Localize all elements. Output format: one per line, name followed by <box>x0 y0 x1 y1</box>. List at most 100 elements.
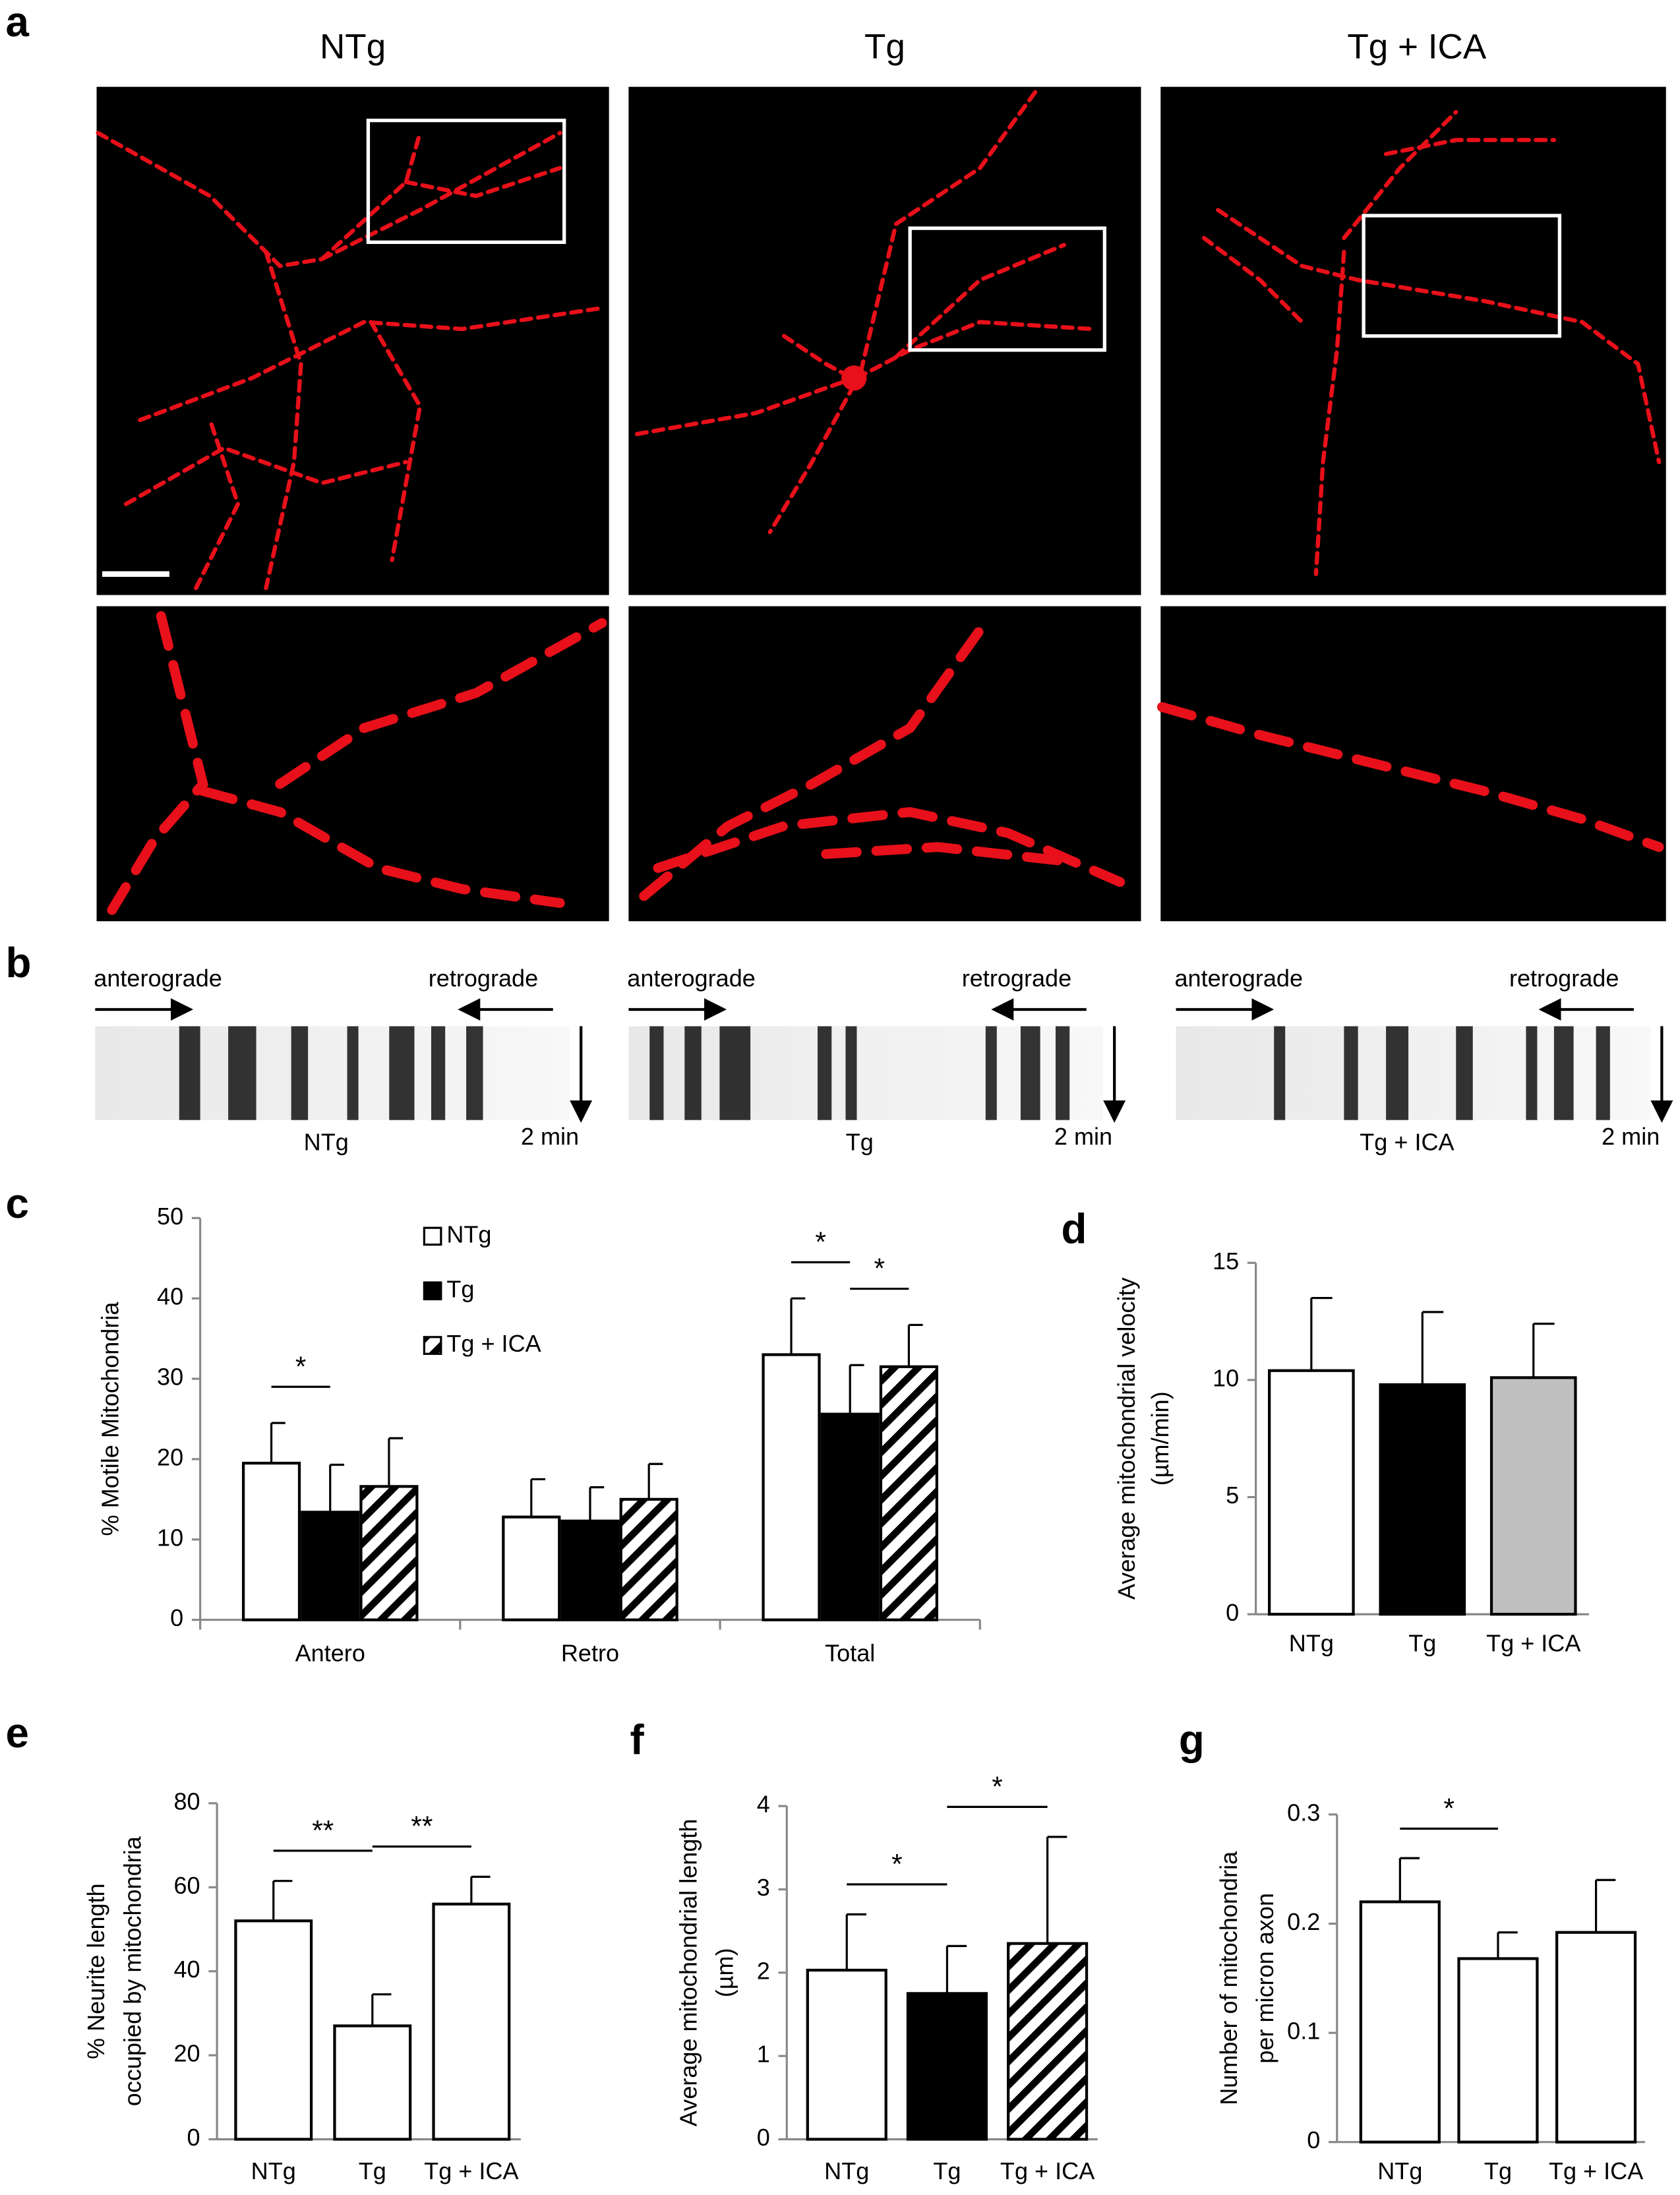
time-label: 2 min <box>1054 1123 1112 1150</box>
kymograph-track <box>1526 1026 1538 1120</box>
y-axis-label: Average mitochondrial velocity <box>1113 1277 1140 1600</box>
y-tick-label: 2 <box>757 1957 770 1984</box>
x-tick-label: Tg <box>1484 2157 1512 2184</box>
y-axis-label: (µm) <box>711 1948 738 1997</box>
bar <box>502 1515 561 1621</box>
kymograph-track <box>1596 1026 1610 1120</box>
significance-label: * <box>891 1848 903 1879</box>
time-label: 2 min <box>521 1123 579 1150</box>
y-tick-label: 80 <box>173 1788 200 1815</box>
kymograph-track <box>466 1026 483 1120</box>
y-tick-label: 20 <box>157 1443 183 1470</box>
x-tick-label: Tg + ICA <box>1486 1629 1580 1656</box>
significance-label: * <box>992 1771 1003 1802</box>
kymograph-track <box>1553 1026 1574 1120</box>
direction-label: retrograde <box>962 965 1071 992</box>
y-tick-label: 4 <box>757 1791 770 1818</box>
x-tick-label: NTg <box>824 2157 869 2184</box>
panel-letter: e <box>5 1710 28 1757</box>
kymograph-caption: Tg + ICA <box>1360 1128 1454 1155</box>
y-tick-label: 0.2 <box>1287 1908 1320 1935</box>
image-title: NTg <box>320 27 386 66</box>
y-tick-label: 0.1 <box>1287 2018 1320 2045</box>
x-tick-label: Tg <box>933 2157 961 2184</box>
y-tick-label: 0 <box>187 2124 200 2151</box>
bar <box>234 1919 313 2141</box>
y-axis-label: (µm/min) <box>1147 1391 1174 1486</box>
kymograph-track <box>291 1026 309 1120</box>
panel-letter: b <box>5 940 31 986</box>
y-tick-label: 1 <box>757 2041 770 2068</box>
y-tick-label: 0 <box>757 2124 770 2151</box>
bar <box>560 1519 620 1621</box>
y-axis-label: occupied by mitochondria <box>119 1836 146 2106</box>
y-axis-label: Average mitochondrial length <box>675 1819 702 2126</box>
x-tick-label: NTg <box>1289 1629 1334 1656</box>
x-tick-label: Tg <box>1408 1629 1436 1656</box>
legend-label: Tg <box>446 1275 474 1302</box>
legend-label: NTg <box>446 1220 491 1248</box>
direction-label: anterograde <box>627 965 756 992</box>
kymograph-track <box>1055 1026 1070 1120</box>
significance-label: ** <box>411 1811 433 1842</box>
significance-label: ** <box>312 1815 334 1846</box>
direction-label: retrograde <box>1509 965 1619 992</box>
significance-label: * <box>295 1351 307 1382</box>
kymograph-track <box>431 1026 446 1120</box>
kymograph-caption: Tg <box>846 1128 874 1155</box>
y-tick-label: 20 <box>173 2040 200 2067</box>
y-tick-label: 40 <box>157 1283 183 1310</box>
kymograph-track <box>1386 1026 1409 1120</box>
direction-label: retrograde <box>429 965 538 992</box>
x-tick-label: Tg + ICA <box>1549 2157 1643 2184</box>
bar <box>359 1485 419 1621</box>
kymograph-track <box>684 1026 702 1120</box>
panel-letter: g <box>1179 1716 1205 1763</box>
kymograph-track <box>818 1026 832 1120</box>
y-tick-label: 30 <box>157 1364 183 1391</box>
bar <box>301 1511 360 1621</box>
x-tick-label: Retro <box>561 1639 619 1666</box>
bar <box>906 1992 988 2141</box>
bar <box>1379 1383 1466 1616</box>
y-tick-label: 3 <box>757 1874 770 1901</box>
image-title: Tg <box>864 27 905 66</box>
legend-swatch <box>423 1281 442 1301</box>
micrograph <box>628 86 1141 595</box>
kymograph-track <box>347 1026 359 1120</box>
micrograph <box>96 86 609 595</box>
bar <box>619 1497 678 1621</box>
y-tick-label: 0 <box>1307 2126 1320 2153</box>
kymograph-track <box>1020 1026 1040 1120</box>
kymograph-track <box>228 1026 256 1120</box>
kymograph <box>95 1026 570 1120</box>
kymograph <box>1176 1026 1651 1120</box>
legend-label: Tg + ICA <box>446 1330 541 1357</box>
kymograph-track <box>649 1026 664 1120</box>
significance-label: * <box>874 1253 885 1284</box>
y-tick-label: 10 <box>1213 1364 1239 1391</box>
bar <box>1489 1376 1577 1616</box>
legend-swatch <box>423 1336 442 1355</box>
kymographs: anterograde retrograde 2 min NTg anterograde… <box>94 965 1673 1155</box>
panel-letter: d <box>1061 1205 1087 1252</box>
bar <box>1007 1942 1089 2141</box>
panel-letter: a <box>5 0 29 45</box>
y-axis-label: % Motile Mitochondria <box>96 1302 123 1536</box>
x-tick-label: Tg + ICA <box>1000 2157 1095 2184</box>
x-tick-label: Tg <box>359 2157 386 2184</box>
significance-label: * <box>1443 1793 1455 1824</box>
time-label: 2 min <box>1602 1123 1660 1150</box>
bar <box>879 1365 938 1621</box>
kymograph-track <box>985 1026 997 1120</box>
y-tick-label: 10 <box>157 1524 183 1551</box>
x-tick-label: Antero <box>295 1639 365 1666</box>
kymograph-track <box>1274 1026 1286 1120</box>
bar <box>333 2024 412 2141</box>
panel-letter: c <box>5 1180 28 1227</box>
x-tick-label: NTg <box>1377 2157 1422 2184</box>
kymograph-caption: NTg <box>304 1128 349 1155</box>
y-axis-label: % Neurite length <box>82 1883 109 2059</box>
